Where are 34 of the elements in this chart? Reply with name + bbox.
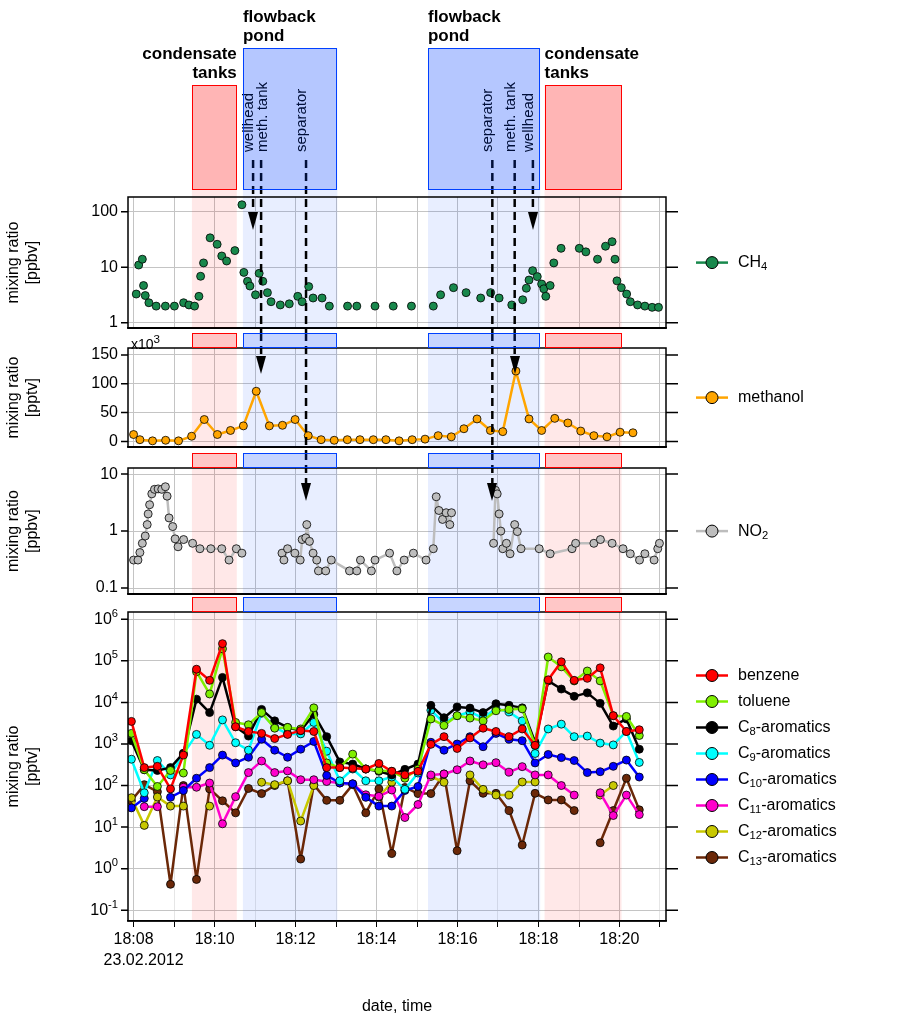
legend-label: benzene	[738, 665, 800, 683]
x-tick-label: 18:18	[518, 930, 559, 948]
band-label: condensate tanks	[142, 43, 237, 82]
ref-line-label: meth. tank	[500, 81, 518, 152]
y-tick-label: 1	[109, 521, 119, 539]
x-tick-label: 18:14	[356, 930, 397, 948]
ref-line-label: separator	[478, 88, 496, 152]
band-label: condensate tanks	[544, 43, 640, 82]
y-axis-title: mixing ratio [ppbv]	[4, 490, 41, 573]
x-tick-label: 18:08	[113, 930, 154, 948]
y-tick-label: 0.1	[95, 578, 119, 596]
text: 23.02.2012	[103, 951, 184, 969]
y-tick-label: 1	[109, 313, 119, 331]
ref-line-label: wellhead	[519, 92, 537, 153]
x-axis-title: date, time	[361, 996, 433, 1014]
y-tick-label: 10	[100, 464, 119, 482]
band-label: flowback pond	[427, 6, 502, 45]
y-tick-label: 0	[109, 431, 119, 449]
ref-line-label: separator	[292, 88, 310, 152]
y-tick-label: 150	[91, 345, 119, 363]
x-tick-label: 18:20	[599, 930, 640, 948]
y-axis-title: mixing ratio [ppbv]	[4, 221, 41, 304]
y-tick-label: 10	[100, 257, 119, 275]
x-tick-label: 18:16	[437, 930, 478, 948]
y-tick-label: 100	[91, 202, 119, 220]
y-tick-label: 100	[91, 374, 119, 392]
x-tick-label: 18:10	[194, 930, 235, 948]
band-label: flowback pond	[242, 6, 317, 45]
x-tick-label: 18:12	[275, 930, 316, 948]
y-tick-label: 50	[100, 403, 119, 420]
y-axis-title: mixing ratio [pptv]	[4, 725, 41, 808]
legend-label: methanol	[738, 388, 804, 406]
legend-label: toluene	[738, 691, 791, 709]
y-axis-title: mixing ratio [pptv]	[4, 356, 41, 439]
